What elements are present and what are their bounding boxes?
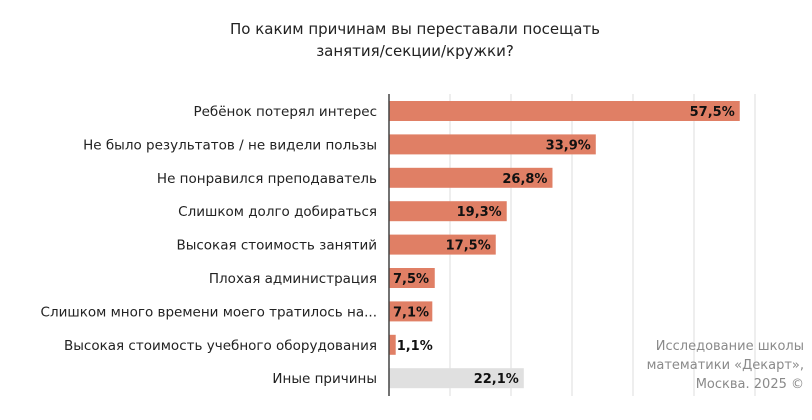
bar <box>389 268 435 288</box>
value-label: 17,5% <box>446 239 491 254</box>
value-label: 1,1% <box>397 339 433 354</box>
chart-title-line: занятия/секции/кружки? <box>316 42 514 60</box>
value-label: 57,5% <box>690 105 735 120</box>
source-footnote: Исследование школы математики «Декарт», … <box>647 337 804 394</box>
bar <box>389 334 396 355</box>
bar <box>389 301 433 322</box>
category-label: Не понравился преподаватель <box>157 171 377 187</box>
footnote-line: Москва. 2025 © <box>695 377 804 392</box>
category-label: Ребёнок потерял интерес <box>193 104 377 120</box>
category-label: Плохая администрация <box>209 271 377 287</box>
value-label: 7,1% <box>393 305 429 320</box>
category-label: Высокая стоимость занятий <box>176 238 377 254</box>
category-label: Не было результатов / не видели пользы <box>83 137 377 153</box>
value-label: 26,8% <box>502 172 547 187</box>
category-label: Слишком много времени моего тратилось на… <box>41 304 377 320</box>
bar <box>389 134 596 155</box>
bar <box>389 234 496 255</box>
value-label: 22,1% <box>474 372 519 387</box>
category-label: Иные причины <box>272 371 377 387</box>
category-label: Высокая стоимость учебного оборудования <box>64 338 377 354</box>
footnote-line: Исследование школы <box>655 339 804 354</box>
value-label: 19,3% <box>457 205 502 220</box>
category-label: Слишком долго добираться <box>178 204 377 220</box>
value-label: 33,9% <box>546 138 591 153</box>
footnote-line: математики «Декарт», <box>646 358 804 373</box>
bar <box>389 167 553 188</box>
bar <box>389 368 524 389</box>
chart-title: По каким причинам вы переставали посещат… <box>0 18 812 62</box>
bar <box>389 201 507 222</box>
value-label: 7,5% <box>393 272 429 287</box>
bar <box>389 101 740 121</box>
chart-title-line: По каким причинам вы переставали посещат… <box>229 20 601 38</box>
